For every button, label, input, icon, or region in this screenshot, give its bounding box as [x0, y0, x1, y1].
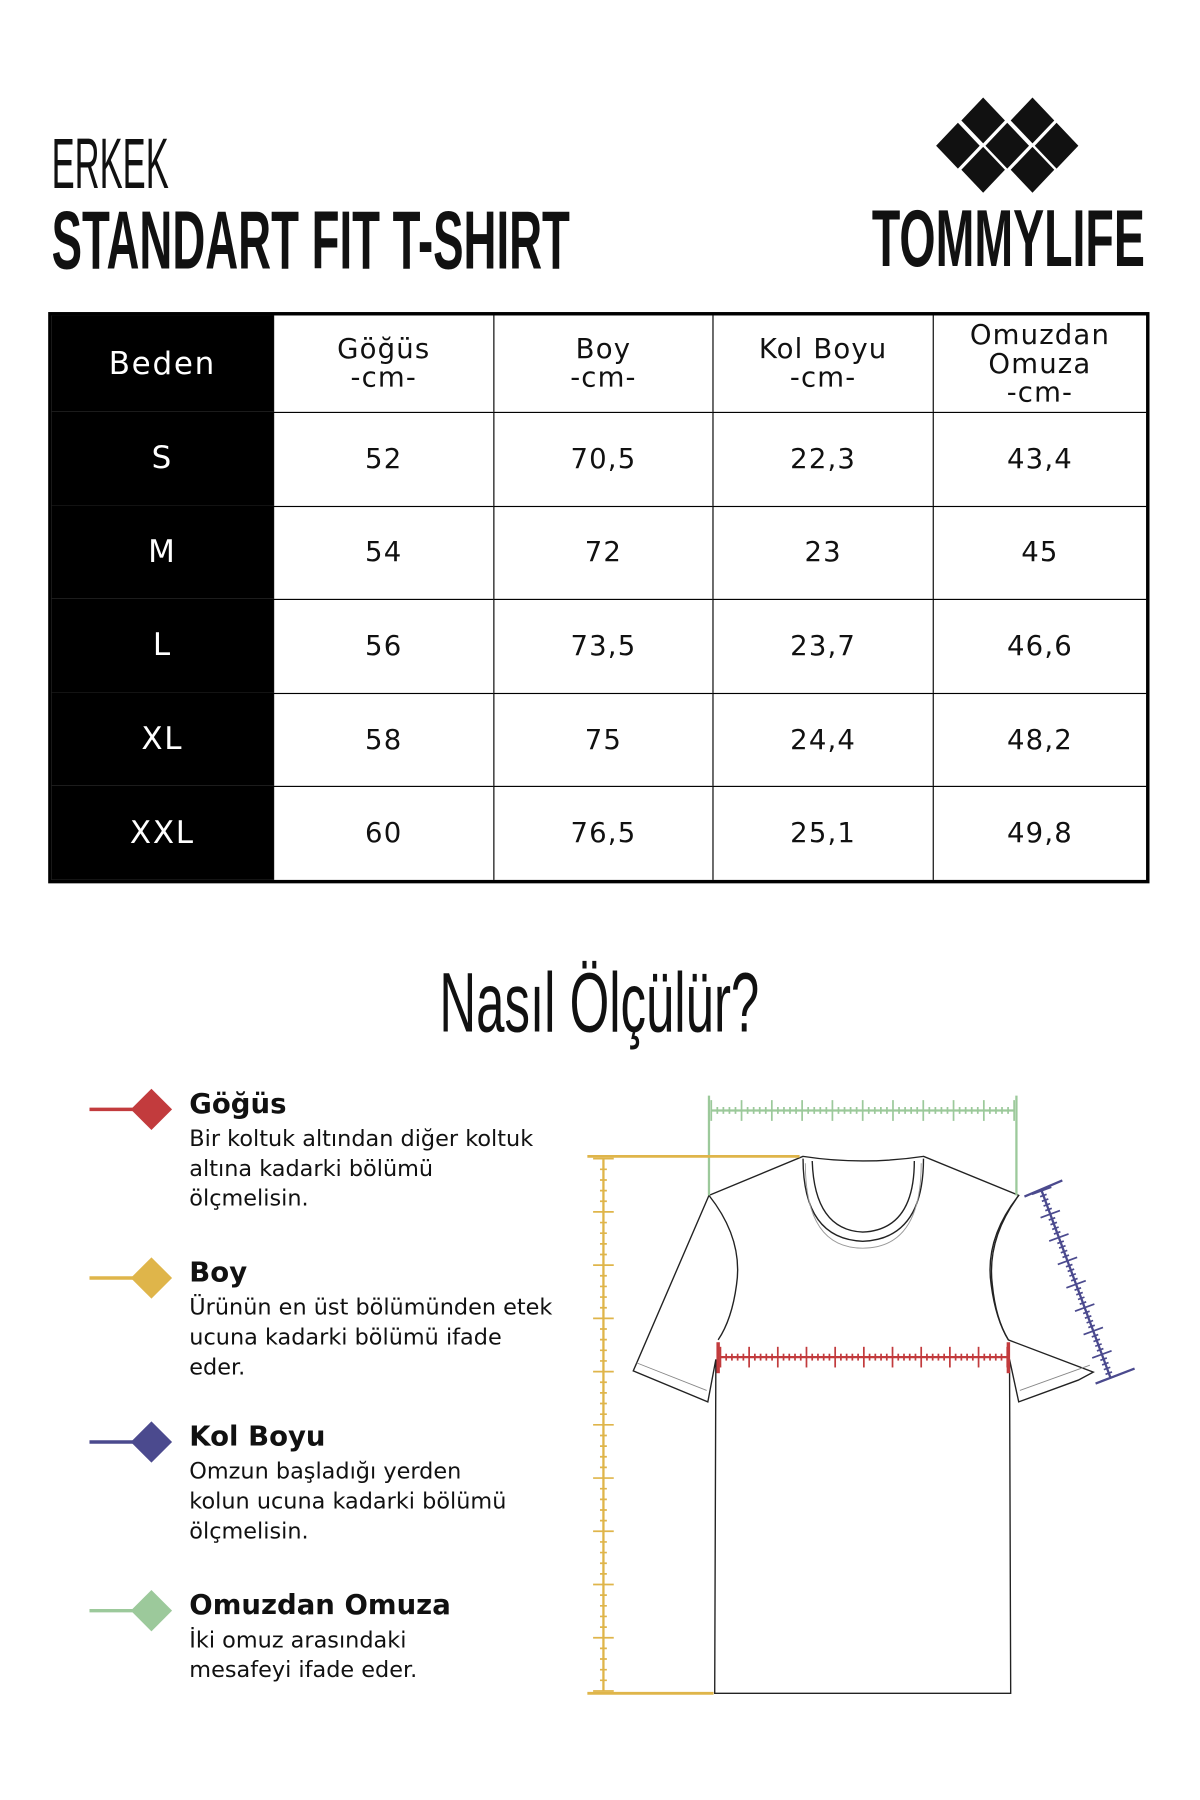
table-cell: 23,7 [712, 599, 933, 693]
table-cell: 72 [493, 505, 713, 600]
chest-ruler [716, 1342, 1011, 1374]
logo-diamond [1034, 122, 1079, 169]
table-cell: 75 [493, 692, 713, 787]
table-cell: 56 [273, 599, 494, 693]
table-cell: 76,5 [493, 786, 713, 880]
column-name: Beden [108, 345, 216, 382]
tshirt-diagram [587, 1095, 1135, 1695]
table-cell: 45 [932, 505, 1147, 600]
table-cell: 46,6 [932, 599, 1147, 693]
column-name: Göğüs [337, 332, 431, 365]
table-cell: 48,2 [932, 692, 1147, 787]
logo-area [936, 97, 1079, 193]
size-label: L [51, 599, 274, 693]
column-unit: -cm- [570, 361, 637, 394]
table-cell: 54 [273, 505, 494, 600]
subtitle: ERKEK [51, 125, 169, 205]
column-name: Boy [575, 332, 632, 365]
table-cell: 43,4 [932, 411, 1147, 506]
column-header: Boy -cm- [493, 315, 712, 412]
legend-title: Omuzdan Omuza [189, 1588, 451, 1621]
table-cell: 49,8 [932, 786, 1147, 880]
guide-title: Nasıl Ölçülür? [439, 954, 760, 1050]
legend-diamond-icon [130, 1421, 173, 1463]
legend-text: Omzun başladığı yerden kolun ucuna kadar… [189, 1458, 507, 1545]
legend-markers [89, 1088, 173, 1632]
table-cell: 58 [273, 692, 494, 787]
table-cell: 73,5 [493, 599, 713, 693]
brand-logo-icon [936, 97, 1079, 193]
size-table: Beden Göğüs -cm- Boy -cm- Kol Boyu -cm- Omuzdan… [48, 312, 1150, 884]
table-cell: 24,4 [712, 692, 933, 787]
column-header: Omuzdan Omuza -cm- [932, 315, 1146, 412]
legend-diamond-icon [130, 1257, 173, 1299]
column-unit: -cm- [1006, 375, 1074, 408]
legend-title: Boy [189, 1256, 248, 1289]
table-cell: 60 [273, 786, 494, 880]
column-name: Omuzdan Omuza [969, 318, 1111, 380]
shoulder-ruler [707, 1095, 1018, 1196]
legend-title: Kol Boyu [189, 1420, 326, 1453]
column-header: Kol Boyu -cm- [712, 315, 932, 412]
sleeve-ruler [1024, 1179, 1135, 1385]
column-header: Göğüs -cm- [273, 315, 493, 412]
column-header: Beden [51, 315, 274, 412]
table-cell: 25,1 [712, 786, 933, 880]
size-label: XXL [51, 786, 274, 880]
table-cell: 70,5 [493, 411, 713, 506]
size-label: M [51, 505, 274, 600]
size-label: XL [51, 692, 274, 787]
brand-name: TOMMYLIFE [871, 193, 1145, 284]
column-unit: -cm- [350, 361, 417, 394]
size-label: S [51, 411, 274, 506]
table-cell: 22,3 [712, 411, 933, 506]
legend-text: Ürünün en üst bölümünden etek ucuna kada… [189, 1294, 553, 1381]
legend-text: İki omuz arasındaki mesafeyi ifade eder. [189, 1626, 418, 1683]
column-name: Kol Boyu [758, 332, 888, 365]
legend-text: Bir koltuk altından diğer koltuk altına … [189, 1125, 534, 1212]
page-title: STANDART FIT T-SHIRT [51, 195, 570, 287]
length-ruler [587, 1154, 800, 1695]
table-cell: 23 [712, 505, 933, 600]
tshirt-outline [632, 1155, 1095, 1694]
column-unit: -cm- [789, 361, 857, 394]
table-cell: 52 [273, 411, 494, 506]
legend-diamond-icon [130, 1088, 173, 1130]
legend-title: Göğüs [189, 1087, 287, 1120]
legend-diamond-icon [130, 1590, 173, 1632]
